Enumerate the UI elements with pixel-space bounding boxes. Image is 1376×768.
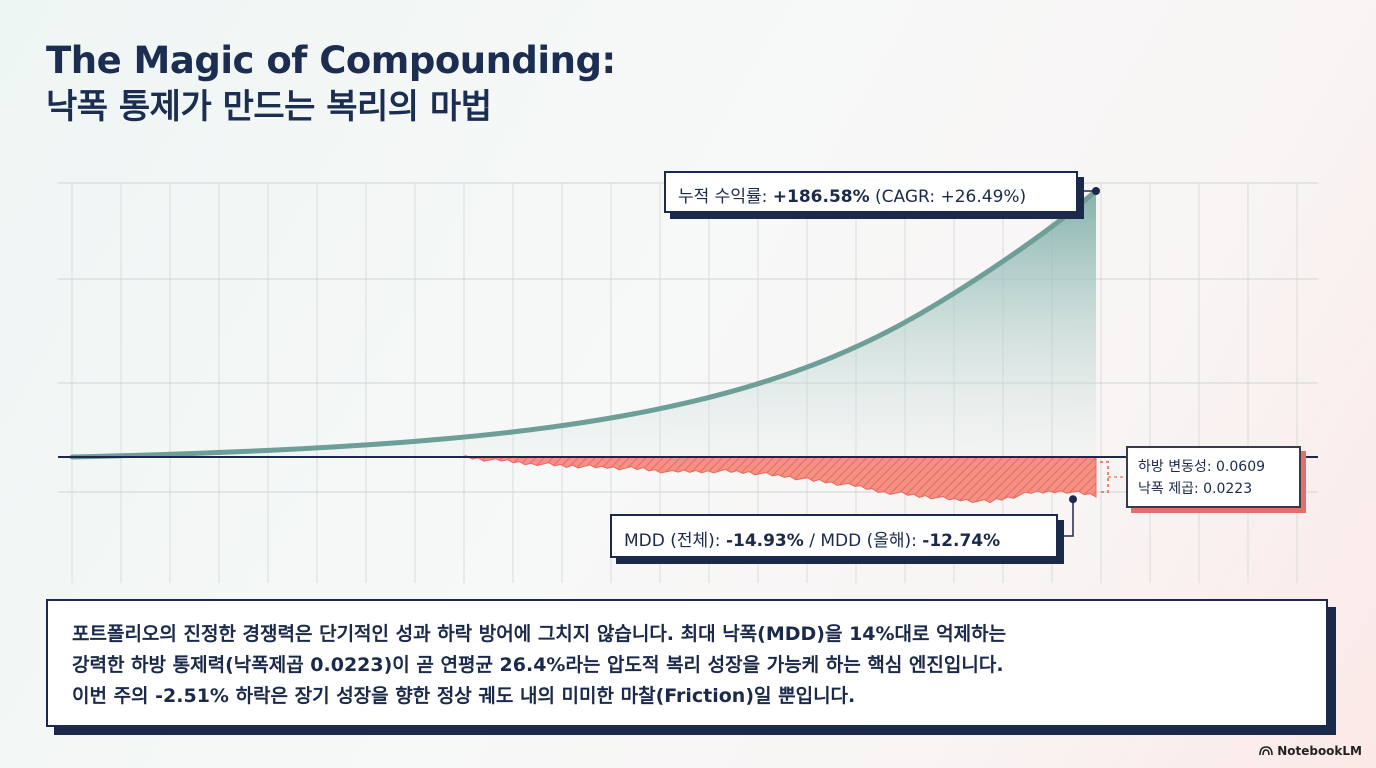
cumulative-label: 누적 수익률: (678, 187, 773, 207)
mdd-total-value: -14.93% (725, 531, 804, 551)
mdd-year-value: -12.74% (922, 531, 1001, 551)
volatility-bracket (1100, 461, 1109, 493)
mdd-separator: / (803, 531, 821, 551)
cumulative-return-line (69, 188, 1099, 460)
callout-connectors (1058, 187, 1126, 537)
drawdown-area (460, 455, 1097, 504)
cumulative-return-callout: 누적 수익률: +186.58% (CAGR: +26.49%) (664, 171, 1078, 213)
notebooklm-icon (1259, 746, 1273, 756)
mdd-total-label: MDD (전체): (624, 531, 726, 551)
cumulative-value: +186.58% (772, 187, 870, 207)
cumulative-end-marker (1092, 187, 1100, 195)
summary-line-3: 이번 주의 -2.51% 하락은 장기 성장을 향한 정상 궤도 내의 미미한 … (72, 685, 856, 707)
summary-box: 포트폴리오의 진정한 경쟁력은 단기적인 성과 하락 방어에 그치지 않습니다.… (46, 599, 1328, 727)
summary-line-2: 강력한 하방 통제력(낙폭제곱 0.0223)이 곧 연평균 26.4%라는 압… (72, 654, 1004, 676)
compounding-chart (58, 182, 1318, 583)
mdd-end-marker (1069, 495, 1077, 504)
page-title: The Magic of Compounding: 낙폭 통제가 만드는 복리의… (46, 38, 616, 130)
brand-name: NotebookLM (1277, 744, 1362, 758)
mdd-connector (1058, 499, 1074, 537)
cumulative-return-area (72, 191, 1096, 457)
drawdown-control-text: 낙폭 제곱: 0.0223 (1138, 481, 1253, 497)
downside-vol-text: 하방 변동성: 0.0609 (1138, 459, 1266, 475)
cagr-text: (CAGR: +26.49%) (869, 187, 1027, 207)
title-line-2: 낙폭 통제가 만드는 복리의 마법 (46, 87, 492, 127)
summary-line-1: 포트폴리오의 진정한 경쟁력은 단기적인 성과 하락 방어에 그치지 않습니다.… (72, 623, 1007, 645)
mdd-year-label: MDD (올해): (820, 531, 923, 551)
brand-mark: NotebookLM (1259, 744, 1362, 758)
mdd-callout: MDD (전체): -14.93% / MDD (올해): -12.74% (610, 514, 1058, 558)
title-line-1: The Magic of Compounding: (46, 39, 616, 82)
downside-risk-callout: 하방 변동성: 0.0609 낙폭 제곱: 0.0223 (1126, 446, 1301, 508)
